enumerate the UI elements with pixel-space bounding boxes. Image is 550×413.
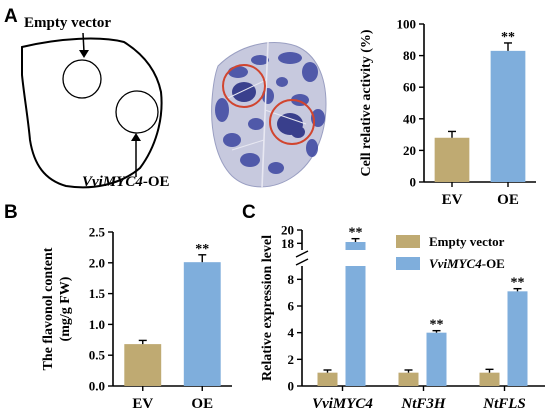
y-axis-title: The flavonol content bbox=[41, 247, 56, 370]
y-tick-label: 0 bbox=[410, 175, 417, 190]
axis-break-icon bbox=[295, 250, 309, 266]
y-tick-label: 6 bbox=[288, 299, 295, 314]
bar-vvimyc4-series-1 bbox=[317, 372, 338, 386]
y-tick-label: 2.0 bbox=[89, 255, 105, 270]
panel-label-b: B bbox=[4, 202, 18, 223]
x-tick-label: NtF3H bbox=[400, 396, 447, 412]
error-bar-ev bbox=[448, 130, 456, 138]
y-tick-label: 100 bbox=[397, 17, 417, 32]
legend-label: VviMYC4-OE bbox=[429, 256, 505, 271]
y-tick-label: 0 bbox=[288, 379, 295, 394]
error-bar-oe bbox=[504, 42, 512, 51]
ev-infiltration-circle bbox=[62, 59, 102, 99]
bar-ntf3h-series-1 bbox=[398, 372, 419, 386]
y-tick-label: 20 bbox=[281, 223, 294, 238]
significance-mark: ** bbox=[501, 30, 515, 45]
bar-ntfls-series-1 bbox=[479, 372, 500, 386]
x-tick-label: OE bbox=[191, 396, 213, 412]
error-bar-oe bbox=[198, 254, 207, 263]
chart-a: 0 20 40 60 80 100 EV OE ** Cell relative activity… bbox=[359, 17, 536, 208]
x-tick-label: EV bbox=[132, 396, 153, 412]
bar-vvimyc4-series-2 bbox=[345, 242, 366, 386]
y-tick-label: 1.0 bbox=[89, 317, 105, 332]
error-bar bbox=[323, 369, 332, 373]
significance-mark: ** bbox=[349, 226, 363, 241]
y-tick-label: 60 bbox=[403, 80, 416, 95]
bar-ev bbox=[434, 137, 470, 182]
significance-mark: ** bbox=[430, 318, 444, 333]
error-bar bbox=[432, 329, 441, 333]
legend-label: Empty vector bbox=[429, 234, 505, 249]
panel-label-a: A bbox=[4, 6, 18, 27]
legend: Empty vector VviMYC4-OE bbox=[396, 234, 505, 271]
x-tick-label: NtFLS bbox=[482, 396, 526, 412]
legend-swatch bbox=[396, 235, 420, 248]
error-bar bbox=[513, 287, 522, 292]
significance-mark: ** bbox=[195, 242, 209, 257]
y-tick-label: 0.0 bbox=[89, 379, 105, 394]
arrow-up-icon bbox=[131, 133, 141, 141]
oe-diagram-label: VviMYC4-OE bbox=[82, 174, 170, 190]
error-bar bbox=[404, 369, 413, 373]
y-axis-title: (mg/g FW) bbox=[58, 276, 73, 341]
y-tick-label: 0.5 bbox=[89, 348, 106, 363]
y-axis-title: Relative expression level bbox=[260, 235, 275, 381]
y-tick-label: 1.5 bbox=[89, 286, 106, 301]
oe-stain-circle bbox=[269, 99, 315, 145]
bar-oe bbox=[183, 262, 221, 386]
legend-swatch bbox=[396, 257, 420, 270]
bar-ntf3h-series-2 bbox=[426, 332, 447, 386]
bar-oe bbox=[490, 50, 526, 182]
bar-ntfls-series-2 bbox=[507, 291, 528, 386]
y-tick-label: 8 bbox=[288, 272, 295, 287]
x-tick-label: VviMYC4 bbox=[312, 396, 373, 412]
significance-mark: ** bbox=[511, 276, 525, 291]
y-tick-label: 80 bbox=[403, 48, 416, 63]
y-tick-label: 40 bbox=[403, 111, 416, 126]
y-tick-label: 18 bbox=[281, 236, 295, 251]
chart-b: 0.0 0.5 1.0 1.5 2.0 2.5 EV OE ** The flavonol con… bbox=[41, 225, 232, 412]
stained-leaf-photo bbox=[211, 41, 327, 189]
x-tick-label: EV bbox=[442, 192, 463, 208]
empty-vector-label: Empty vector bbox=[24, 15, 111, 31]
ev-stain-circle bbox=[222, 64, 266, 108]
error-bar bbox=[485, 368, 494, 373]
error-bar-ev bbox=[138, 339, 147, 345]
x-tick-label: OE bbox=[497, 192, 519, 208]
y-tick-label: 20 bbox=[403, 143, 416, 158]
panel-label-c: C bbox=[242, 202, 256, 223]
y-tick-label: 2.5 bbox=[89, 225, 106, 240]
oe-infiltration-circle bbox=[115, 90, 159, 134]
leaf-outline-diagram bbox=[21, 32, 163, 189]
bar-ev bbox=[124, 344, 162, 386]
error-bar bbox=[351, 237, 360, 242]
arrow-down-icon bbox=[79, 50, 89, 58]
y-axis-title: Cell relative activity (%) bbox=[359, 29, 374, 176]
y-tick-label: 4 bbox=[288, 325, 295, 340]
y-tick-label: 2 bbox=[288, 352, 295, 367]
